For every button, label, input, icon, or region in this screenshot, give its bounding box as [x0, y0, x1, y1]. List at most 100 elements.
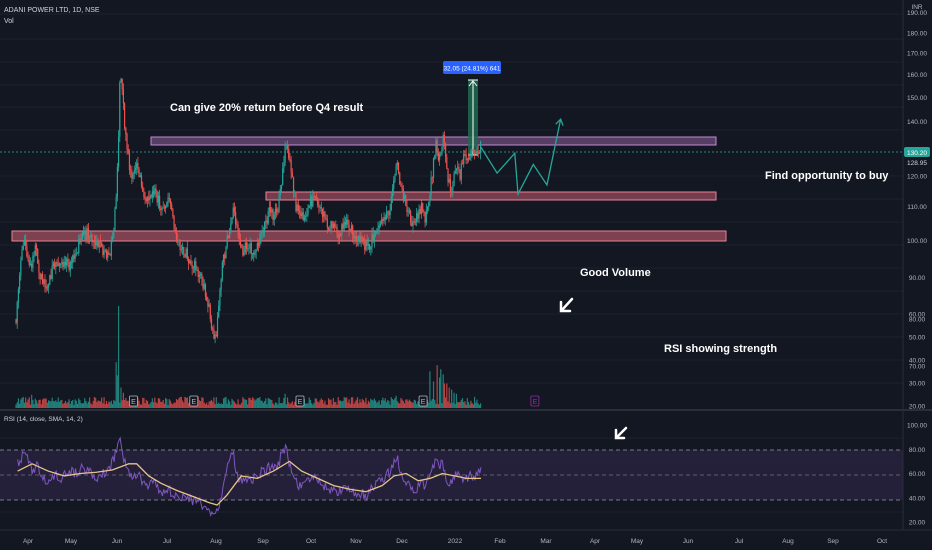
volume-note[interactable]: Good Volume [580, 267, 651, 279]
candle-body [459, 170, 461, 180]
volume-bar [66, 403, 68, 408]
candle-body [368, 244, 371, 250]
candle-body [412, 220, 414, 227]
volume-bar [388, 400, 390, 408]
volume-bar [416, 403, 418, 408]
candle-body [424, 212, 426, 223]
time-axis[interactable]: Apr May Jun Jul Aug Sep Oct Nov Dec 2022 Feb Mar Apr… [23, 538, 887, 545]
volume-bar [45, 398, 47, 408]
candle-body [98, 240, 100, 248]
return-note[interactable]: Can give 20% return before Q4 result [170, 102, 364, 114]
candle-body [189, 260, 191, 264]
candle-body [105, 250, 108, 258]
volume-bar [120, 387, 122, 408]
price-axis-tick: 170.00 [907, 51, 927, 58]
rsi-axis[interactable]: 100.00 80.00 60.00 40.00 20.00 [907, 423, 927, 527]
candle-body [69, 262, 71, 270]
volume-bar [125, 397, 127, 408]
candle-body [317, 197, 319, 206]
earnings-marker [530, 395, 540, 407]
candle-body [138, 169, 140, 178]
volume-bar [349, 403, 351, 408]
candle-body [393, 180, 395, 189]
volume-bar [90, 403, 92, 408]
candle-body [285, 144, 287, 146]
candle-body [137, 163, 139, 170]
projection-path[interactable] [480, 117, 564, 197]
volume-bar [73, 404, 75, 408]
volume-bar [365, 397, 367, 408]
candle-body [353, 235, 355, 239]
resistance-zone[interactable] [150, 136, 717, 146]
volume-bar [220, 403, 222, 408]
candle-body [155, 188, 157, 192]
candle-body [226, 235, 228, 248]
candle-body [87, 228, 90, 238]
volume-bar [438, 377, 441, 408]
buy-note[interactable]: Find opportunity to buy [765, 170, 889, 182]
volume-bar [389, 404, 391, 408]
candle-body [121, 78, 123, 90]
volume-bar [149, 403, 151, 408]
candle-body [263, 222, 266, 233]
candle-body [184, 254, 186, 257]
candle-body [40, 274, 42, 280]
candle-body [262, 231, 264, 233]
candle-body [149, 195, 151, 200]
candle-body [348, 224, 350, 230]
candle-body [174, 229, 176, 232]
volume-bar [361, 398, 363, 408]
candle-body [401, 186, 403, 190]
candle-body [326, 219, 328, 228]
candle-body [381, 219, 383, 224]
candle-body [300, 212, 302, 217]
candle-body [332, 223, 334, 228]
volume-bar [288, 402, 290, 408]
candle-body [429, 195, 431, 203]
volume-bar [325, 404, 327, 408]
volume-bar [335, 401, 337, 408]
candle-body [390, 196, 392, 211]
volume-bar [341, 401, 343, 408]
volume-bar [478, 404, 480, 408]
candle-body [148, 197, 150, 200]
volume-bar [291, 401, 293, 408]
volume-bar [402, 401, 404, 408]
volume-bar [259, 396, 261, 408]
price-axis[interactable]: 180.00 170.00 160.00 150.00 140.00 120.00 110.… [907, 31, 927, 411]
symbol-title[interactable]: ADANI POWER LTD, 1D, NSE [4, 7, 100, 14]
volume-bar [470, 400, 472, 408]
volume-bar [448, 387, 450, 408]
currency-label[interactable]: INR [911, 4, 923, 11]
volume-bar [101, 397, 103, 408]
volume-bar [382, 397, 384, 408]
volume-bar [413, 399, 415, 408]
earnings-marker [189, 395, 199, 407]
candle-body [442, 135, 444, 147]
volume-bar [201, 397, 203, 408]
volume-bar [221, 404, 223, 408]
candle-body [114, 208, 116, 231]
rsi-note[interactable]: RSI showing strength [664, 343, 777, 355]
volume-bar [471, 403, 473, 408]
candle-body [407, 210, 409, 212]
time-axis-tick: Mar [540, 538, 552, 545]
lower-support-zone[interactable] [11, 230, 727, 242]
volume-bar [54, 401, 56, 408]
candle-body [84, 230, 86, 235]
candle-body [323, 211, 325, 217]
volume-bar [436, 365, 438, 408]
candle-body [260, 232, 262, 239]
mid-support-zone[interactable] [265, 191, 717, 201]
volume-bar [119, 402, 121, 408]
candle-body [426, 206, 429, 211]
candle-body [49, 275, 51, 285]
measure-arrow-head [468, 80, 478, 87]
rsi-title[interactable]: RSI (14, close, SMA, 14, 2) [4, 416, 83, 423]
candle-body [289, 158, 291, 161]
volume-label[interactable]: Vol [4, 18, 14, 25]
candle-body [210, 319, 213, 329]
candle-body [297, 204, 299, 211]
volume-bar [260, 400, 262, 408]
